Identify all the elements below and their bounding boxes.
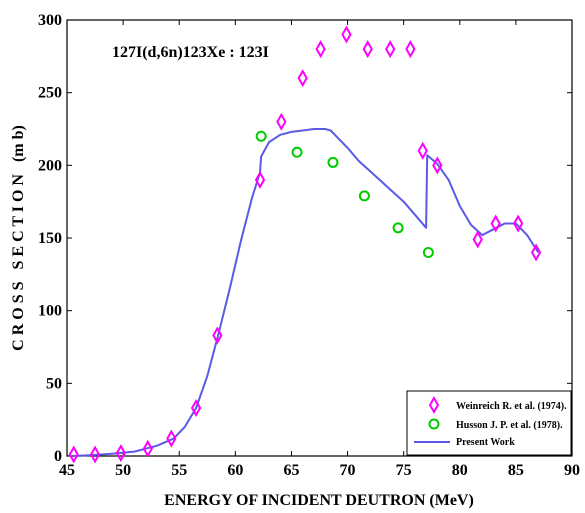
x-tick-label: 55 (171, 462, 187, 479)
data-point-weinreich (405, 40, 416, 59)
data-point-weinreich (142, 439, 153, 458)
y-tick-label: 100 (38, 303, 62, 320)
marker-layer (68, 25, 542, 464)
x-axis-title: ENERGY OF INCIDENT DEUTRON (MeV) (164, 492, 474, 509)
data-point-husson (255, 130, 267, 142)
legend: Weinreich R. et al. (1974). Husson J. P.… (406, 390, 572, 456)
data-point-weinreich (341, 25, 352, 44)
x-tick-label: 50 (115, 462, 131, 479)
y-axis-title: C R O S S S E C T I O N (m b) (10, 125, 27, 351)
data-point-weinreich (276, 112, 287, 131)
y-tick-label: 250 (38, 85, 62, 102)
x-tick-label: 80 (452, 462, 468, 479)
data-point-husson (327, 156, 339, 168)
x-tick-label: 60 (227, 462, 243, 479)
axis-ticks: 45 50 55 60 65 70 75 80 85 90 0 50 100 150 200 250 300 (38, 12, 580, 479)
x-tick-label: 70 (340, 462, 356, 479)
line-layer (72, 128, 540, 457)
legend-label-weinreich: Weinreich R. et al. (1974). (456, 401, 567, 412)
y-tick-label: 0 (54, 448, 62, 465)
data-point-weinreich (68, 445, 79, 464)
chart-annotation: 127I(d,6n)123Xe : 123I (112, 44, 269, 61)
legend-box (406, 390, 572, 456)
x-tick-label: 90 (564, 462, 580, 479)
legend-diamond-marker (428, 395, 440, 415)
data-point-weinreich (315, 40, 326, 59)
data-point-weinreich (297, 69, 308, 88)
data-point-weinreich (362, 40, 373, 59)
data-point-weinreich (212, 326, 223, 345)
legend-label-husson: Husson J. P. et al. (1978). (456, 420, 563, 431)
data-point-husson (422, 247, 434, 259)
y-tick-label: 200 (38, 157, 62, 174)
data-point-weinreich (512, 214, 524, 233)
series-line-present-work (72, 128, 540, 457)
legend-label-present-work: Present Work (456, 437, 515, 448)
data-point-weinreich (530, 243, 542, 262)
data-point-weinreich (190, 399, 202, 418)
data-point-weinreich (89, 445, 101, 464)
data-point-weinreich (254, 170, 266, 189)
legend-circle-marker (428, 418, 440, 430)
x-tick-label: 85 (508, 462, 524, 479)
y-tick-label: 150 (38, 230, 62, 247)
y-tick-label: 300 (38, 12, 62, 29)
data-point-weinreich (490, 214, 501, 233)
data-point-weinreich (115, 444, 127, 463)
data-point-weinreich (472, 230, 483, 249)
x-tick-label: 45 (59, 462, 75, 479)
x-tick-label: 65 (283, 462, 299, 479)
data-point-husson (392, 222, 404, 234)
data-point-husson (358, 190, 370, 202)
data-point-husson (291, 146, 303, 158)
data-point-weinreich (417, 141, 428, 160)
data-point-weinreich (166, 429, 177, 448)
x-tick-label: 75 (396, 462, 412, 479)
data-point-weinreich (432, 156, 443, 175)
data-point-weinreich (385, 40, 396, 59)
y-tick-label: 50 (46, 375, 62, 392)
